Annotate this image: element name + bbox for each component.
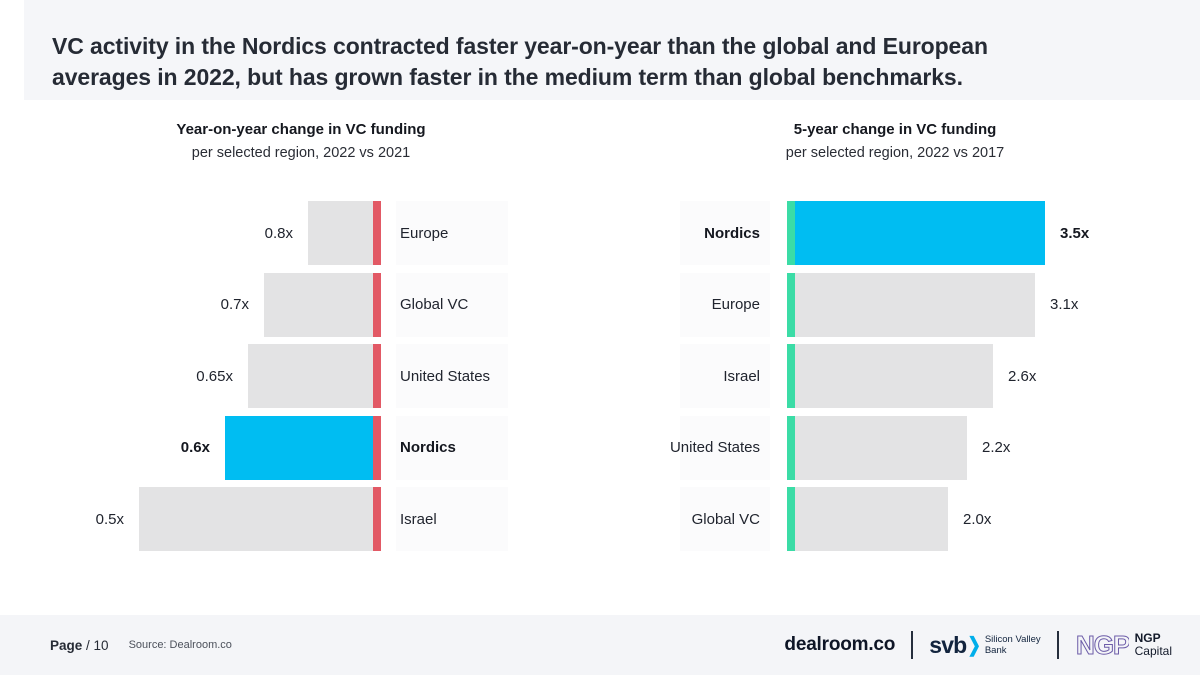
- ngp-name: NGP Capital: [1134, 630, 1172, 658]
- value-label: 3.5x: [1060, 224, 1090, 242]
- bar: [795, 415, 967, 480]
- label-panel: [396, 344, 508, 408]
- slide-title: VC activity in the Nordics contracted fa…: [24, 0, 1200, 93]
- chart-row-israel: 0.5x Israel: [60, 487, 508, 551]
- svb-name: Silicon Valley Bank: [984, 634, 1041, 656]
- category-label: Israel: [723, 367, 760, 385]
- right-chart-rows: 3.5x Nordics 3.1x Europe 2.6x Israel 2.2x Unite…: [660, 201, 1140, 559]
- left-chart-title: Year-on-year change in VC funding: [176, 121, 426, 138]
- svg-text:NGP: NGP: [1076, 631, 1129, 659]
- value-label: 0.8x: [264, 224, 293, 242]
- chart-row-europe: 3.1x Europe: [660, 272, 1140, 337]
- ngp-outline-mark-icon: NGP: [1075, 631, 1129, 659]
- bar: [264, 272, 373, 337]
- axis-strip: [787, 344, 795, 408]
- axis-strip: [787, 272, 795, 337]
- chart-row-europe: 0.8x Europe: [60, 201, 508, 265]
- page-indicator: Page / 10 Source: Dealroom.co: [50, 638, 232, 653]
- label-panel: [680, 201, 770, 265]
- dealroom-logo: dealroom.co: [784, 634, 896, 655]
- value-label: 3.1x: [1050, 296, 1079, 313]
- category-label: Nordics: [704, 224, 760, 242]
- value-label: 0.6x: [180, 439, 210, 456]
- label-panel: [396, 272, 508, 337]
- slide-footer-band: Page / 10 Source: Dealroom.co dealroom.c…: [0, 615, 1200, 675]
- bar: [795, 487, 948, 551]
- category-label: United States: [669, 439, 760, 456]
- axis-strip: [373, 415, 381, 480]
- category-label: United States: [400, 367, 491, 385]
- logo-divider: [1056, 631, 1059, 659]
- chart-row-israel: 2.6x Israel: [660, 344, 1140, 408]
- chart-row-united-states: 0.65x United States: [60, 344, 508, 408]
- page-label: Page / 10: [50, 637, 109, 653]
- axis-strip: [787, 415, 795, 480]
- chart-row-global-vc: 2.0x Global VC: [660, 487, 1140, 551]
- label-panel: [680, 487, 770, 551]
- logo-divider: [911, 631, 914, 659]
- slide-title-line1: VC activity in the Nordics contracted fa…: [52, 33, 988, 59]
- category-label: Europe: [711, 296, 760, 313]
- value-label: 0.5x: [95, 510, 124, 528]
- chart-row-united-states: 2.2x United States: [660, 415, 1140, 480]
- axis-strip: [373, 487, 381, 551]
- right-chart-title-block: 5-year change in VC funding per selected…: [654, 121, 1136, 161]
- chart-row-nordics: 0.6x Nordics: [60, 415, 508, 480]
- bar: [795, 344, 993, 408]
- value-label: 2.6x: [1008, 367, 1037, 385]
- category-label: Global VC: [400, 296, 469, 313]
- label-panel: [680, 344, 770, 408]
- category-label: Global VC: [691, 510, 760, 528]
- left-chart-title-block: Year-on-year change in VC funding per se…: [60, 121, 542, 161]
- svb-wordmark: svb: [929, 631, 967, 658]
- bar: [795, 201, 1045, 265]
- category-label: Europe: [400, 224, 449, 242]
- bar: [248, 344, 373, 408]
- bar: [795, 272, 1035, 337]
- bar: [308, 201, 373, 265]
- source-note: Source: Dealroom.co: [128, 639, 232, 651]
- left-chart-rows: 0.8x Europe 0.7x Global VC 0.65x United State…: [60, 201, 508, 559]
- axis-strip: [373, 201, 381, 265]
- axis-strip: [787, 201, 795, 265]
- value-label: 2.2x: [982, 439, 1011, 456]
- right-chart-subtitle: per selected region, 2022 vs 2017: [785, 145, 1005, 161]
- label-panel: [680, 415, 770, 480]
- label-panel: [396, 415, 508, 480]
- chart-row-nordics: 3.5x Nordics: [660, 201, 1140, 265]
- category-label: Israel: [400, 510, 437, 528]
- axis-strip: [373, 344, 381, 408]
- ngp-logo: NGP NGP Capital: [1075, 631, 1172, 659]
- axis-strip: [373, 272, 381, 337]
- value-label: 2.0x: [963, 510, 992, 528]
- label-panel: [680, 272, 770, 337]
- bar: [139, 487, 373, 551]
- partner-logos: dealroom.co svb ❯ Silicon Valley Bank NG…: [784, 631, 1172, 659]
- svb-chevron-icon: ❯: [967, 635, 981, 657]
- chart-row-global-vc: 0.7x Global VC: [60, 272, 508, 337]
- svb-logo: svb ❯ Silicon Valley Bank: [929, 632, 1040, 659]
- value-label: 0.7x: [220, 296, 249, 313]
- slide-header-band: VC activity in the Nordics contracted fa…: [24, 0, 1200, 100]
- category-label: Nordics: [400, 439, 456, 456]
- label-panel: [396, 487, 508, 551]
- left-chart-subtitle: per selected region, 2022 vs 2021: [191, 145, 411, 161]
- label-panel: [396, 201, 508, 265]
- value-label: 0.65x: [196, 367, 233, 385]
- slide-title-line2: averages in 2022, but has grown faster i…: [52, 64, 963, 90]
- right-chart-title: 5-year change in VC funding: [793, 121, 997, 138]
- axis-strip: [787, 487, 795, 551]
- bar: [225, 415, 373, 480]
